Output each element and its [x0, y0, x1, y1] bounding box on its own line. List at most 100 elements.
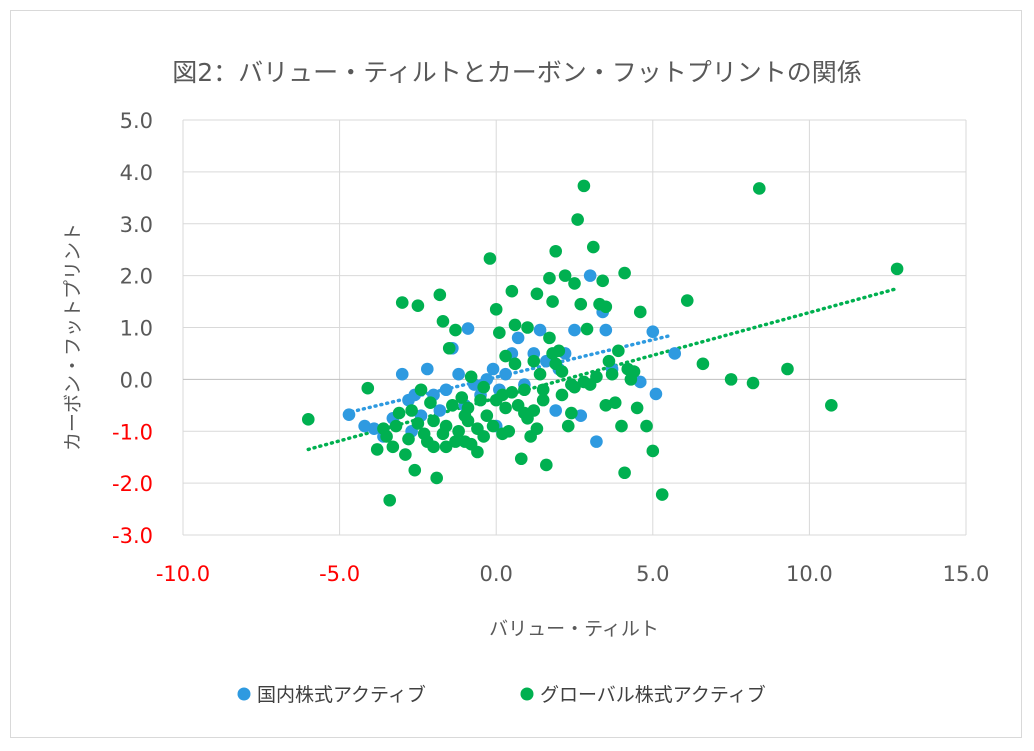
data-point-global	[618, 266, 631, 280]
x-tick-label: 5.0	[636, 562, 669, 586]
data-point-global	[496, 427, 509, 441]
data-point-global	[540, 458, 553, 472]
data-point-global	[399, 448, 412, 461]
y-tick-label: -3.0	[112, 524, 153, 548]
data-point-global	[565, 406, 578, 420]
data-point-global	[577, 375, 591, 389]
data-point-domestic	[367, 422, 381, 435]
data-point-global	[590, 370, 603, 384]
data-point-global	[405, 404, 418, 417]
data-point-global	[424, 396, 437, 410]
data-point-global	[630, 401, 644, 415]
data-point-global	[489, 303, 503, 316]
data-point-global	[615, 419, 628, 433]
data-point-domestic	[395, 367, 409, 381]
x-tick-label: 10.0	[786, 562, 833, 586]
data-point-global	[480, 409, 494, 422]
data-point-global	[543, 271, 556, 285]
data-point-global	[655, 488, 669, 501]
data-point-global	[508, 318, 522, 332]
y-tick-label: 1.0	[120, 317, 153, 341]
data-point-global	[514, 452, 528, 466]
data-point-domestic	[646, 325, 660, 338]
data-point-global	[612, 344, 625, 358]
data-point-global	[430, 471, 443, 485]
data-point-domestic	[420, 362, 434, 376]
data-point-global	[505, 284, 519, 298]
data-point-global	[536, 393, 550, 407]
data-point-global	[602, 354, 616, 368]
data-point-global	[486, 419, 500, 433]
data-point-global	[536, 383, 550, 397]
data-point-domestic	[511, 331, 525, 345]
data-point-global	[533, 367, 547, 381]
data-point-global	[408, 463, 422, 477]
data-point-global	[411, 299, 425, 313]
y-tick-label: 4.0	[120, 161, 153, 185]
data-point-global	[680, 294, 694, 307]
scatter-chart: 図2：バリュー・ティルトとカーボン・フットプリントの関係 -10.0 -5.0 0.…	[62, 58, 990, 706]
chart-area: 図2：バリュー・ティルトとカーボン・フットプリントの関係 -10.0 -5.0 0.…	[10, 10, 1022, 738]
data-point-global	[605, 367, 619, 381]
data-point-global	[561, 419, 575, 433]
data-point-global	[696, 357, 710, 371]
data-point-global	[508, 357, 522, 371]
data-point-domestic	[433, 404, 447, 417]
data-point-global	[530, 422, 544, 435]
data-point-global	[301, 413, 315, 426]
data-point-global	[402, 432, 415, 446]
data-point-global	[599, 300, 613, 314]
x-axis-title: バリュー・ティルト	[489, 618, 659, 640]
y-tick-label: 3.0	[120, 213, 153, 237]
y-tick-label: 0.0	[120, 368, 153, 392]
y-tick-label: 2.0	[120, 265, 153, 289]
data-point-global	[411, 417, 425, 430]
data-point-global	[608, 396, 622, 410]
legend-marker-global	[520, 687, 534, 701]
data-point-global	[633, 305, 647, 319]
data-point-global	[489, 393, 503, 407]
data-point-global	[464, 370, 478, 384]
data-point-global	[746, 376, 760, 390]
data-point-domestic	[549, 404, 563, 417]
x-tick-label: -5.0	[319, 562, 360, 586]
data-point-domestic	[461, 322, 475, 335]
data-point-global	[586, 240, 600, 254]
data-point-global	[555, 388, 569, 402]
data-point-global	[392, 406, 406, 420]
data-point-global	[558, 269, 572, 282]
data-point-global	[427, 414, 440, 428]
data-point-global	[568, 277, 581, 290]
data-point-global	[781, 362, 794, 376]
data-point-global	[474, 393, 487, 407]
data-point-domestic	[590, 435, 603, 448]
data-point-global	[574, 297, 588, 311]
data-point-domestic	[533, 323, 547, 337]
data-point-global	[383, 493, 397, 507]
data-point-domestic	[499, 367, 512, 381]
data-point-domestic	[649, 387, 663, 401]
data-point-global	[449, 435, 462, 448]
data-point-domestic	[439, 383, 453, 397]
data-point-global	[442, 341, 456, 355]
x-axis-ticks: -10.0 -5.0 0.0 5.0 10.0 15.0	[156, 562, 990, 586]
data-point-domestic	[668, 347, 682, 360]
data-point-domestic	[583, 269, 597, 282]
x-tick-label: 15.0	[943, 562, 990, 586]
data-point-global	[546, 295, 559, 308]
data-point-global	[521, 411, 534, 425]
data-point-global	[580, 322, 594, 336]
data-point-global	[527, 354, 541, 368]
data-point-global	[446, 399, 459, 412]
y-tick-label: 5.0	[120, 109, 153, 133]
y-tick-label: -1.0	[112, 420, 153, 444]
data-point-global	[389, 419, 403, 433]
x-tick-label: -10.0	[156, 562, 210, 586]
data-point-global	[618, 466, 631, 480]
data-point-global	[627, 365, 641, 378]
data-point-global	[386, 440, 400, 454]
data-point-global	[568, 380, 581, 394]
data-point-global	[464, 437, 478, 451]
data-point-global	[477, 380, 490, 394]
data-point-global	[370, 443, 384, 456]
